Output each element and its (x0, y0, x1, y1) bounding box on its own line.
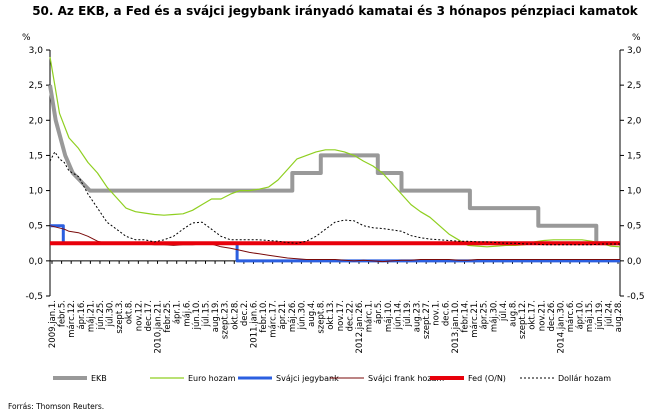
x-tick-label: nov.17. (336, 300, 346, 331)
y-tick-label-left: 2,5 (29, 81, 43, 91)
x-tick-label: szept.12. (518, 300, 528, 339)
legend-label: EKB (91, 374, 107, 383)
x-tick-label: júl.30. (106, 300, 116, 327)
legend-label: Euro hozam (188, 374, 236, 383)
x-tick-label: 2013.jan.10. (451, 300, 461, 354)
x-tick-label: szept.8. (317, 300, 327, 334)
y-tick-label-right: -0,5 (627, 292, 645, 302)
x-tick-label: 2014.jan.30. (556, 300, 566, 354)
x-tick-label: febr.5. (58, 300, 68, 327)
x-tick-label: aug.8. (508, 300, 518, 327)
x-tick-label: okt.28. (230, 300, 240, 330)
x-tick-label: máj.6. (182, 300, 192, 327)
x-tick-label: máj.15. (585, 300, 595, 332)
x-tick-label: aug.28. (614, 300, 624, 332)
x-tick-label: aug.23. (413, 300, 423, 332)
x-tick-label: máj.21. (86, 300, 96, 332)
series-line-doll-r-hozam (49, 151, 620, 246)
chart-axes: 3,0 3,0 2,5 2,5 2,0 2,0 1,5 1,5 1,0 1,0 0,5 0,5 0,0 0… (22, 33, 645, 354)
x-tick-label: okt.8. (125, 300, 135, 324)
x-tick-label: máj.30. (489, 300, 499, 332)
x-tick-label: febr.14. (461, 300, 471, 333)
y-tick-label-left: 1,0 (29, 187, 44, 197)
y-tick-label-right: 0,0 (627, 257, 642, 267)
x-tick-label: nov.12. (134, 300, 144, 331)
x-tick-label: jún.14. (393, 300, 403, 330)
x-tick-label: júl.24. (604, 300, 614, 327)
y-tick-label-left: -0,5 (25, 292, 43, 302)
legend-label: Dollár hozam (558, 374, 611, 383)
y-tick-label-left: 2,0 (29, 116, 44, 126)
x-tick-label: okt.17. (528, 300, 538, 330)
x-tick-label: szept.27. (422, 300, 432, 339)
x-tick-label: ápr.10. (576, 300, 586, 330)
x-tick-label: okt.13. (326, 300, 336, 330)
y-unit-left: % (22, 33, 31, 43)
x-tick-label: jún.25. (96, 300, 106, 330)
x-tick-label: márc.6. (566, 300, 576, 332)
y-tick-label-right: 2,0 (627, 116, 642, 126)
x-tick-label: júl.19. (403, 300, 413, 327)
x-tick-label: jún.30. (297, 300, 307, 330)
x-tick-label: márc.21. (470, 300, 480, 338)
x-tick-label: dec.6. (441, 300, 451, 326)
x-tick-label: márc.12. (67, 300, 77, 338)
x-tick-label: dec.26. (547, 300, 557, 332)
x-tick-label: ápr.1. (173, 300, 183, 324)
x-tick-label: nov.21. (537, 300, 547, 331)
x-tick-label: 2010.jan.21. (154, 300, 164, 354)
y-tick-label-right: 0,5 (627, 222, 641, 232)
series-line-ekb (48, 84, 620, 246)
y-tick-label-left: 3,0 (29, 46, 44, 56)
x-tick-label: dec.22. (345, 300, 355, 332)
x-tick-label: márc.17. (269, 300, 279, 338)
x-tick-label: febr.25. (163, 300, 173, 333)
series-layer (48, 56, 621, 263)
x-tick-label: nov.1. (432, 300, 442, 326)
legend-label: Svájci frank hozam (368, 374, 444, 383)
y-tick-label-right: 3,0 (627, 46, 642, 56)
x-tick-label: ápr.16. (77, 300, 87, 330)
y-tick-label-left: 0,0 (29, 257, 44, 267)
x-tick-label: jún.19. (595, 300, 605, 330)
x-tick-label: ápr.21. (278, 300, 288, 330)
x-tick-label: aug.19. (211, 300, 221, 332)
x-tick-label: febr.10. (259, 300, 269, 333)
x-tick-label: aug.4. (307, 300, 317, 327)
legend-label: Svájci jegybank (276, 374, 339, 383)
x-tick-label: 2011.jan.6. (249, 300, 259, 348)
source-note: Forrás: Thomson Reuters. (8, 402, 105, 411)
x-tick-label: dec.17. (144, 300, 154, 332)
x-tick-label: szept.23. (221, 300, 231, 339)
y-tick-label-right: 2,5 (627, 81, 641, 91)
x-tick-label: máj.26. (288, 300, 298, 332)
x-tick-label: máj.10. (384, 300, 394, 332)
y-tick-label-left: 0,5 (29, 222, 43, 232)
x-tick-label: júl.15. (201, 300, 211, 327)
x-tick-label: ápr.25. (480, 300, 490, 330)
series-line-euro-hozam (49, 56, 621, 248)
chart-title: 50. Az EKB, a Fed és a svájci jegybank i… (32, 4, 638, 18)
x-tick-label: júl.4. (499, 300, 509, 322)
legend: EKB Euro hozam Svájci jegybank Svájci frank… (53, 374, 611, 383)
x-tick-label: szept.3. (115, 300, 125, 334)
x-tick-label: jún.10. (192, 300, 202, 330)
x-tick-label: 2009.jan.1. (48, 300, 58, 348)
x-tick-label: dec.2. (240, 300, 250, 326)
y-tick-label-right: 1,5 (627, 151, 641, 161)
x-tick-label: márc.1. (365, 300, 375, 332)
x-tick-label: 2012.jan.26. (355, 300, 365, 354)
y-unit-right: % (632, 33, 641, 43)
x-tick-label: ápr.5. (374, 300, 384, 324)
legend-label: Fed (O/N) (468, 374, 506, 383)
y-tick-label-right: 1,0 (627, 187, 642, 197)
y-tick-label-left: 1,5 (29, 151, 43, 161)
